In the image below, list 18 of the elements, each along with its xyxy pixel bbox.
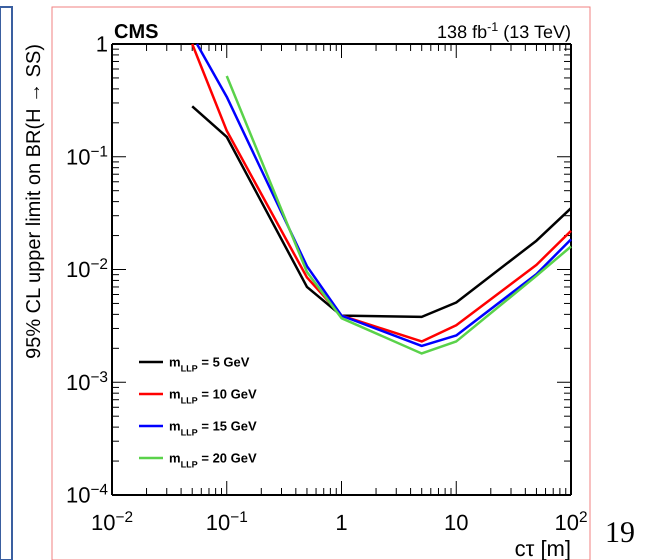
y-tick-label: 10$^{−3}$	[66, 368, 108, 395]
legend-label: m$_{LLP}$ = 15 GeV	[169, 418, 257, 438]
text: 19	[605, 516, 635, 549]
x-tick-label: 10$^{−2}$	[90, 508, 134, 535]
x-tick-label: 10$^{−1}$	[206, 508, 248, 535]
legend-label: m$_{LLP}$ = 5 GeV	[169, 354, 250, 374]
y-tick-label: 10$^{−2}$	[66, 256, 108, 282]
x-tick-label: 10	[444, 510, 468, 535]
y-tick-label: 10$^{−4}$	[66, 481, 108, 508]
x-tick-label: 10$^{2}$	[554, 508, 588, 535]
y-axis-title: 95% CL upper limit on BR(H → SS)	[23, 44, 45, 359]
legend-label: m$_{LLP}$ = 20 GeV	[169, 450, 257, 470]
legend-label: m$_{LLP}$ = 10 GeV	[169, 386, 257, 406]
y-tick-label: 1	[96, 32, 108, 57]
y-tick-label: 10$^{−1}$	[66, 142, 108, 170]
chart-subtitle: 138 fb$^{-1}$ (13 TeV)	[437, 20, 571, 42]
x-tick-label: 1	[335, 510, 348, 535]
chart-title: CMS	[114, 21, 158, 43]
